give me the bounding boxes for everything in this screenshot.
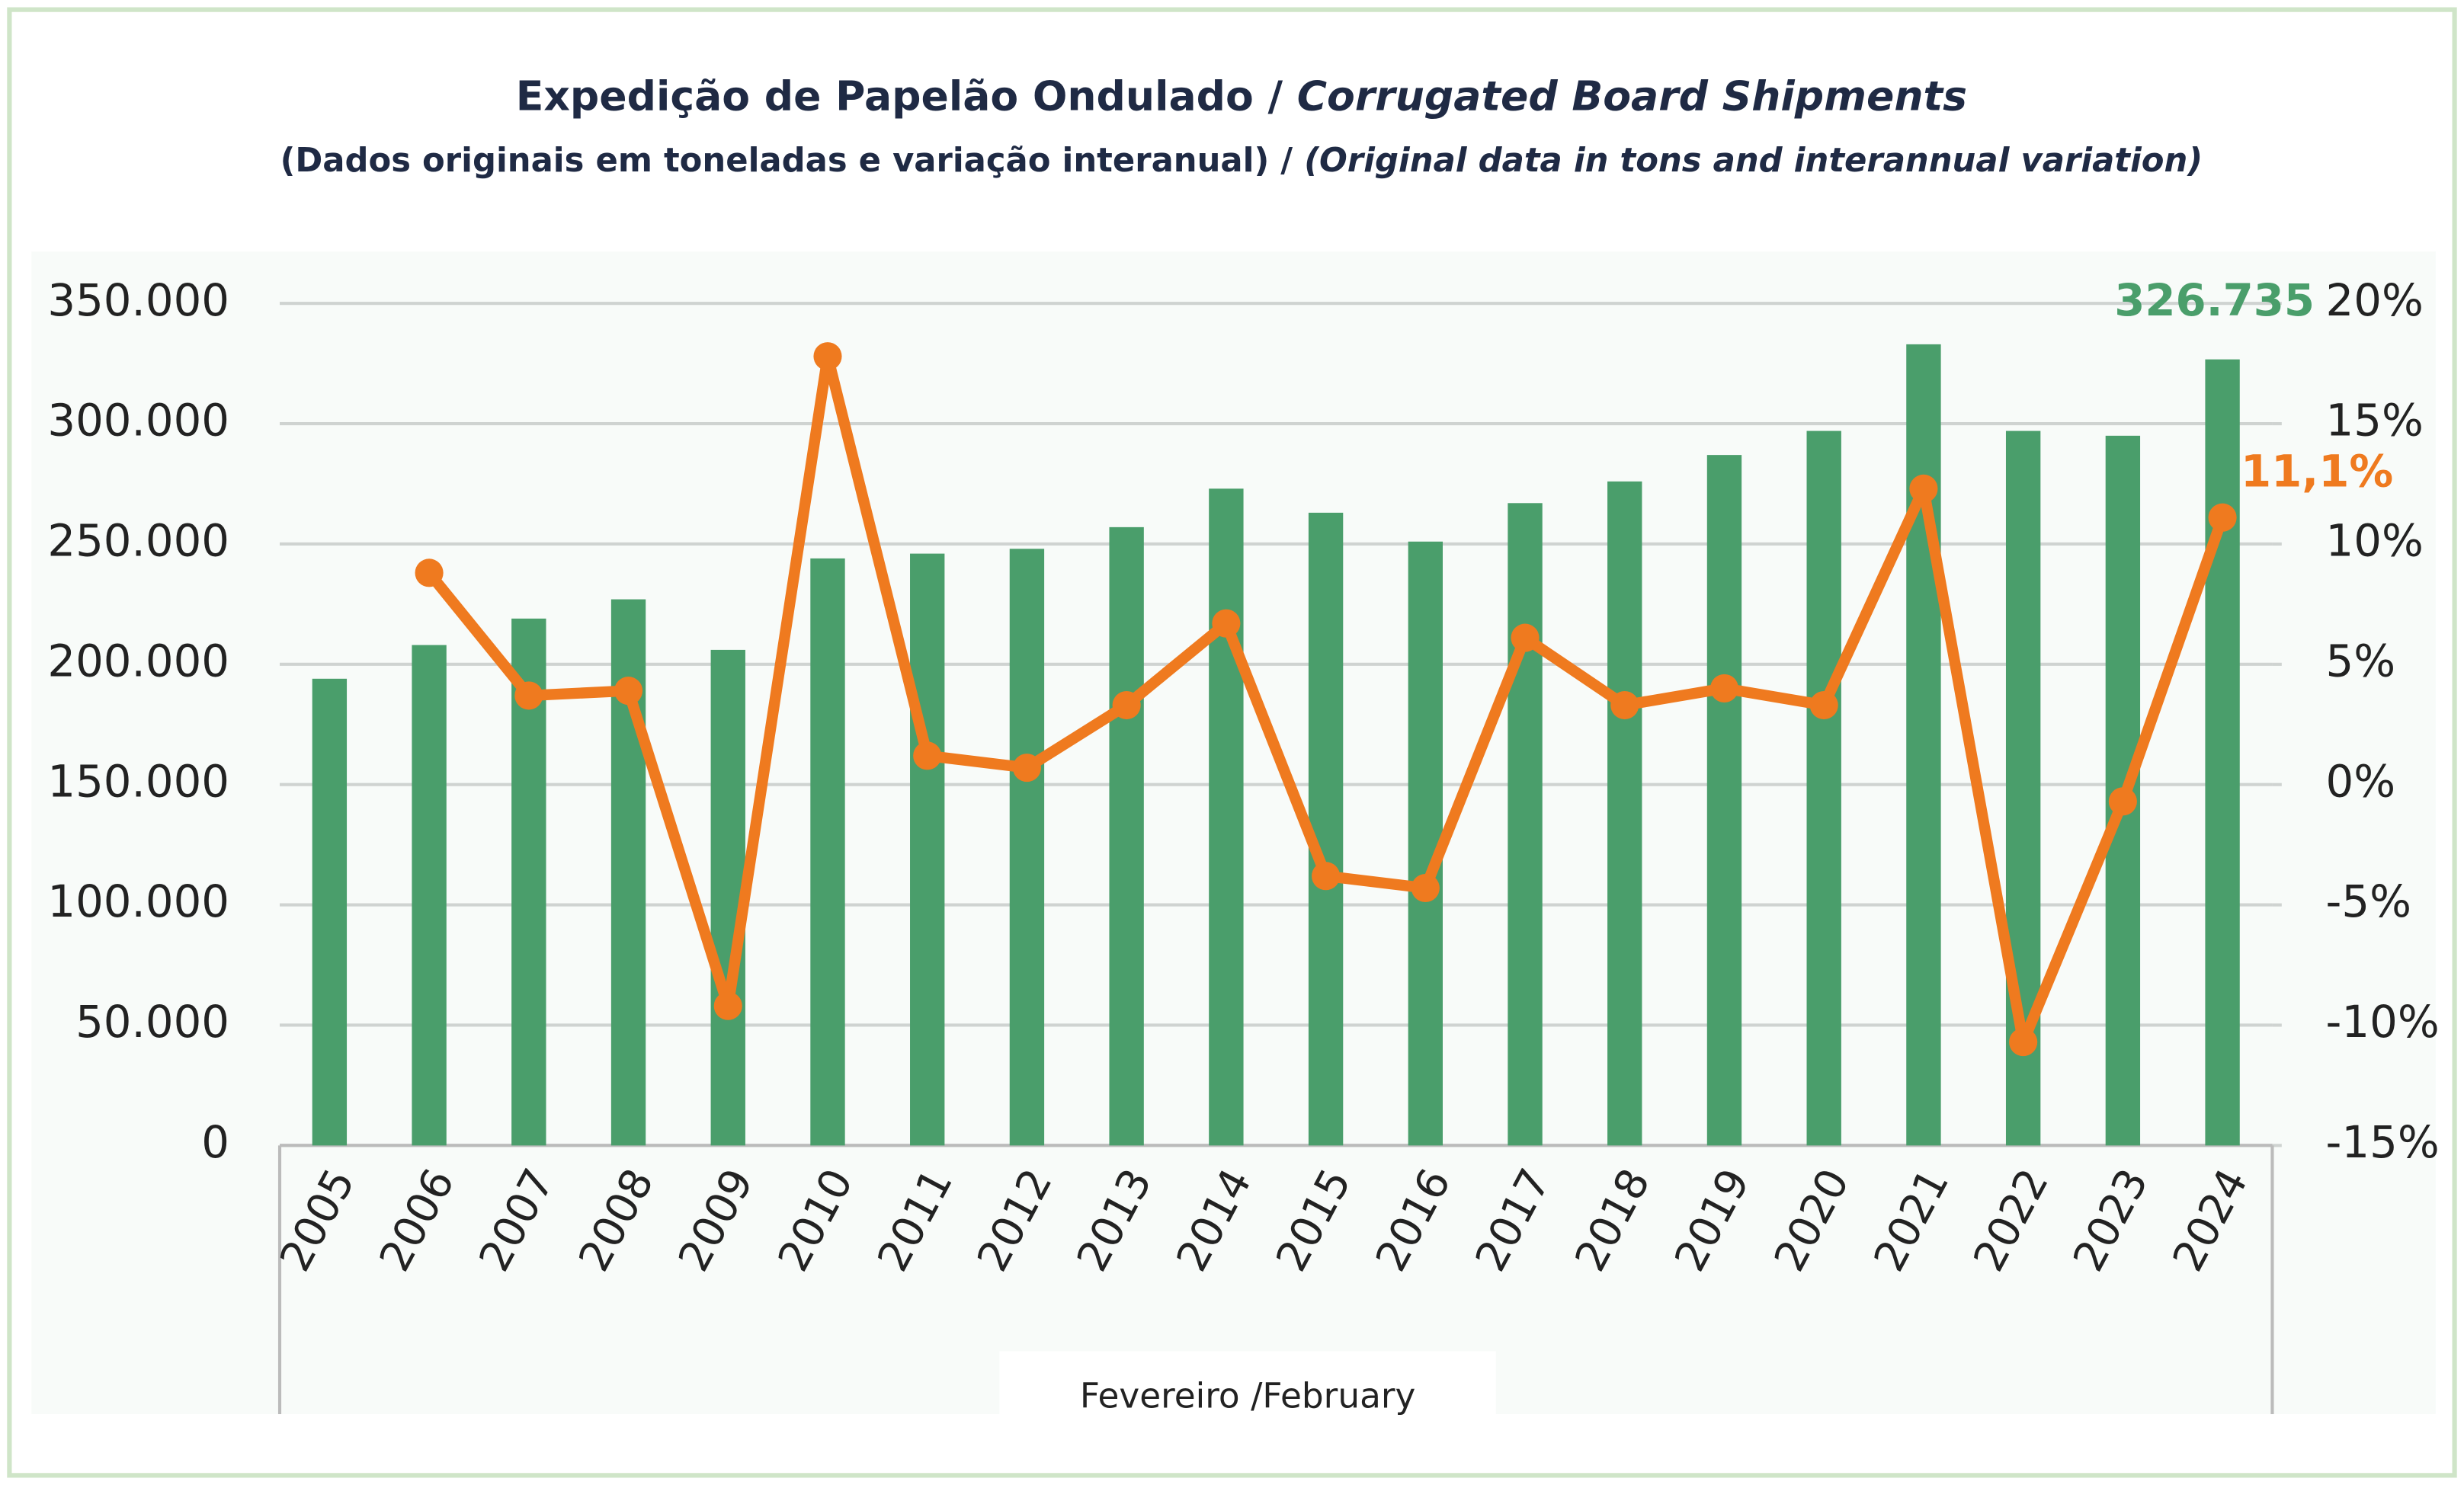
y-tick-label: 350.000 — [47, 274, 229, 326]
line-point — [1809, 690, 1838, 720]
y2-tick-label: -10% — [2326, 996, 2440, 1048]
title-en: Corrugated Board Shipments — [1297, 72, 1967, 120]
line-point — [2208, 503, 2237, 532]
y2-tick-label: 5% — [2326, 635, 2396, 686]
y2-tick-label: 10% — [2326, 515, 2424, 567]
y2-tick-label: 0% — [2326, 755, 2396, 807]
bar — [412, 645, 447, 1146]
y2-tick-label: -15% — [2326, 1116, 2440, 1168]
y2-tick-label: 20% — [2326, 274, 2424, 326]
x-label-background — [999, 1351, 1496, 1430]
y-tick-label: 100.000 — [47, 875, 229, 927]
value-label: 326.735 — [2114, 274, 2315, 326]
y-tick-label: 0 — [201, 1116, 229, 1168]
bar — [312, 678, 348, 1146]
bar — [1109, 526, 1144, 1146]
bar — [1408, 541, 1443, 1146]
bar — [810, 558, 845, 1146]
subtitle-pt: (Dados originais em toneladas e variação… — [280, 142, 1305, 180]
y-tick-label: 200.000 — [47, 635, 229, 686]
line-point — [1212, 609, 1241, 638]
bar — [1209, 488, 1244, 1146]
line-point — [1511, 623, 1540, 652]
title-pt: Expedição de Papelão Ondulado / — [516, 72, 1297, 120]
bar — [1508, 503, 1543, 1146]
bar — [1806, 430, 1841, 1146]
bar — [1607, 481, 1642, 1146]
bar — [1009, 549, 1045, 1146]
bar — [1308, 512, 1344, 1146]
x-axis-label: Fevereiro /February — [1080, 1376, 1416, 1416]
y-tick-label: 300.000 — [47, 395, 229, 446]
bar — [1706, 455, 1742, 1146]
line-point — [514, 681, 543, 710]
bar — [910, 553, 945, 1146]
line-point — [614, 677, 643, 706]
chart-subtitle: (Dados originais em toneladas e variação… — [280, 142, 2203, 180]
line-point — [1012, 754, 1041, 783]
y-tick-label: 150.000 — [47, 755, 229, 807]
line-point — [813, 342, 842, 371]
line-point — [913, 741, 942, 770]
value-label: 11,1% — [2241, 446, 2393, 498]
line-point — [1909, 474, 1938, 503]
y2-tick-label: -5% — [2326, 875, 2411, 927]
line-point — [2009, 1028, 2038, 1057]
subtitle-en: (Original data in tons and interannual v… — [1304, 142, 2203, 180]
y-tick-label: 250.000 — [47, 515, 229, 567]
line-point — [1411, 873, 1440, 903]
line-point — [415, 558, 444, 587]
line-point — [1312, 862, 1341, 891]
line-point — [1610, 690, 1639, 720]
bar — [2205, 359, 2240, 1146]
y-tick-label: 50.000 — [75, 996, 229, 1048]
chart-title: Expedição de Papelão Ondulado / Corrugat… — [516, 72, 1967, 120]
bar — [1906, 344, 1941, 1146]
line-point — [713, 991, 742, 1020]
line-point — [1112, 690, 1141, 720]
y2-tick-label: 15% — [2326, 395, 2424, 446]
line-point — [1709, 674, 1739, 702]
line-point — [2108, 787, 2137, 816]
